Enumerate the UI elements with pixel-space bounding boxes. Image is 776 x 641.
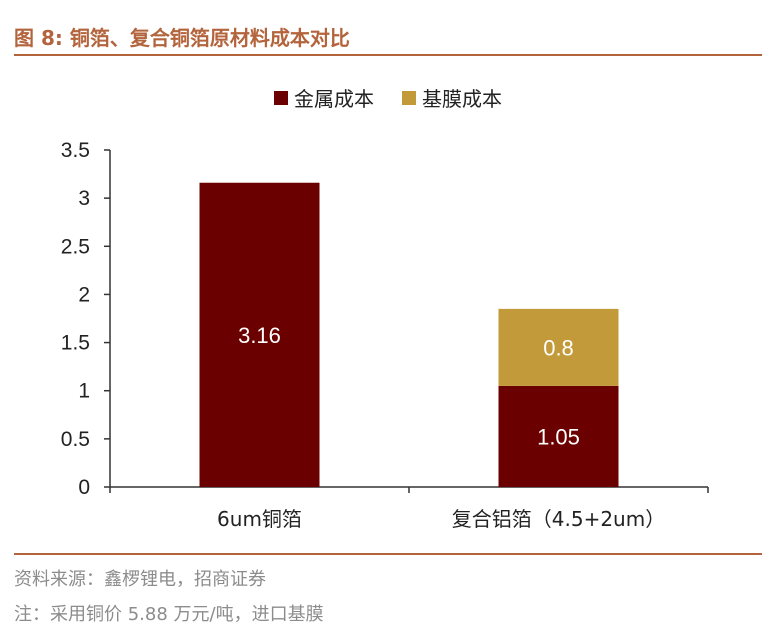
bar-metal-cost (498, 385, 619, 487)
legend-item-film: 基膜成本 (402, 83, 502, 112)
data-label-metal: 1.05 (537, 424, 580, 449)
y-tick-label: 1.5 (61, 332, 90, 355)
legend-label-metal: 金属成本 (294, 87, 374, 111)
legend-label-film: 基膜成本 (422, 87, 502, 111)
remark-note: 注：采用铜价 5.88 万元/吨，进口基膜 (14, 604, 324, 625)
legend-swatch-metal (274, 90, 288, 105)
legend-swatch-film (402, 90, 416, 105)
category-label: 6um铜箔 (217, 507, 302, 531)
y-tick-label: 0 (78, 476, 90, 499)
y-tick-label: 2.5 (61, 235, 90, 258)
footer-rule (14, 553, 762, 555)
data-label-metal: 3.16 (238, 323, 281, 348)
category-label: 复合铝箔（4.5+2um） (452, 507, 665, 531)
y-tick-label: 3 (78, 187, 90, 210)
chart-legend: 金属成本 基膜成本 (0, 83, 776, 112)
data-label-film: 0.8 (543, 335, 574, 360)
legend-item-metal: 金属成本 (274, 83, 374, 112)
figure-title: 图 8: 铜箔、复合铜箔原材料成本对比 (14, 26, 350, 50)
source-note: 资料来源：鑫椤锂电，招商证券 (14, 569, 266, 590)
bar-chart: 0 0.5 1 1.5 2 2.5 3 3.5 3.16 6um铜箔 1.05 0.8 复合铝箔（4.5… (61, 139, 709, 531)
y-tick-label: 1 (78, 380, 90, 403)
title-rule (14, 54, 762, 56)
bar-film-cost (498, 308, 619, 386)
y-tick-label: 0.5 (61, 428, 90, 451)
y-tick-label: 3.5 (61, 139, 90, 162)
y-tick-label: 2 (78, 283, 90, 306)
bar-metal-cost (199, 182, 320, 488)
